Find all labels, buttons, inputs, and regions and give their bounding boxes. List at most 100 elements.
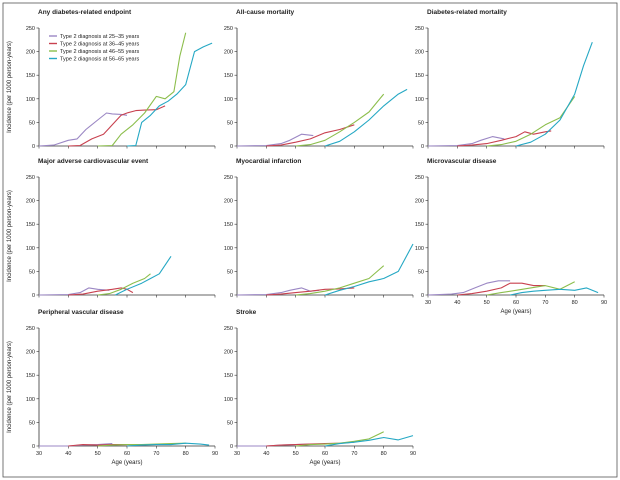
series-line-all-cause-mortality-2 (266, 124, 355, 147)
series-line-all-cause-mortality-3 (295, 93, 385, 147)
series-line-stroke-4 (324, 435, 414, 447)
y-tick-label-any-diabetes-related-endpoint-0: 0 (32, 144, 35, 150)
y-tick-label-major-adverse-cardiovascular-event-0: 0 (32, 293, 35, 299)
series-line-all-cause-mortality-4 (324, 88, 408, 147)
panel-title-microvascular-disease: Microvascular disease (427, 158, 497, 165)
x-tick-label-peripheral-vascular-disease-90: 90 (212, 451, 218, 457)
panel-title-peripheral-vascular-disease: Peripheral vascular disease (38, 309, 124, 316)
y-tick-label-major-adverse-cardiovascular-event-150: 150 (26, 222, 35, 228)
y-tick-label-all-cause-mortality-50: 50 (227, 120, 233, 126)
x-tick-label-microvascular-disease-50: 50 (484, 300, 490, 306)
panel-stroke: Stroke 0 50 100 150 200 250 30 40 50 60 70 80 90 Age (… (224, 309, 416, 466)
x-tick-label-microvascular-disease-80: 80 (572, 300, 578, 306)
series-line-diabetes-related-mortality-1 (427, 136, 505, 147)
legend-label-3: Type 2 diagnosis at 46–55 years (60, 49, 139, 55)
x-axis-label-stroke: Age (years) (309, 460, 340, 466)
panel-microvascular-disease: Microvascular disease 0 50 100 150 200 250 30 40… (415, 158, 607, 315)
x-tick-label-stroke-50: 50 (293, 451, 299, 457)
x-tick-label-microvascular-disease-40: 40 (454, 300, 460, 306)
series-line-any-diabetes-related-endpoint-2 (68, 105, 166, 147)
x-tick-label-stroke-60: 60 (322, 451, 328, 457)
y-tick-label-myocardial-infarction-50: 50 (227, 269, 233, 275)
legend-label-2: Type 2 diagnosis at 36–45 years (60, 42, 139, 48)
y-tick-label-myocardial-infarction-200: 200 (224, 199, 233, 205)
series-line-microvascular-disease-4 (509, 287, 599, 296)
series-line-major-adverse-cardiovascular-event-1 (38, 287, 110, 296)
y-tick-label-all-cause-mortality-100: 100 (224, 97, 233, 103)
y-tick-label-peripheral-vascular-disease-250: 250 (26, 326, 35, 332)
series-line-any-diabetes-related-endpoint-3 (97, 32, 187, 147)
legend-label-1: Type 2 diagnosis at 25–35 years (60, 34, 139, 40)
y-tick-label-microvascular-disease-100: 100 (415, 246, 424, 252)
series-line-myocardial-infarction-4 (324, 243, 414, 296)
y-tick-label-microvascular-disease-200: 200 (415, 199, 424, 205)
series-line-myocardial-infarction-3 (295, 265, 385, 296)
y-axis-label-major-adverse-cardiovascular-event: Incidence (per 1000 person-years) (7, 190, 13, 282)
y-tick-label-diabetes-related-mortality-0: 0 (421, 144, 424, 150)
x-tick-label-peripheral-vascular-disease-80: 80 (183, 451, 189, 457)
x-axis-label-peripheral-vascular-disease: Age (years) (111, 460, 142, 466)
y-tick-label-myocardial-infarction-100: 100 (224, 246, 233, 252)
y-tick-label-diabetes-related-mortality-150: 150 (415, 73, 424, 79)
y-tick-label-peripheral-vascular-disease-50: 50 (29, 420, 35, 426)
y-axis-label-any-diabetes-related-endpoint: Incidence (per 1000 person-years) (7, 41, 13, 133)
series-line-major-adverse-cardiovascular-event-4 (115, 255, 172, 296)
series-line-microvascular-disease-2 (457, 282, 546, 296)
y-tick-label-all-cause-mortality-200: 200 (224, 50, 233, 56)
y-tick-label-stroke-250: 250 (224, 326, 233, 332)
x-tick-label-stroke-90: 90 (410, 451, 416, 457)
y-tick-label-stroke-200: 200 (224, 350, 233, 356)
x-tick-label-peripheral-vascular-disease-60: 60 (124, 451, 130, 457)
y-tick-label-all-cause-mortality-250: 250 (224, 26, 233, 32)
y-tick-label-diabetes-related-mortality-50: 50 (418, 120, 424, 126)
y-tick-label-microvascular-disease-0: 0 (421, 293, 424, 299)
legend-label-4: Type 2 diagnosis at 56–65 years (60, 57, 139, 63)
x-tick-label-stroke-40: 40 (263, 451, 269, 457)
panel-title-myocardial-infarction: Myocardial infarction (236, 158, 301, 165)
y-tick-label-peripheral-vascular-disease-0: 0 (32, 444, 35, 450)
series-line-microvascular-disease-1 (427, 280, 511, 296)
panel-title-all-cause-mortality: All-cause mortality (236, 9, 295, 16)
y-tick-label-microvascular-disease-50: 50 (418, 269, 424, 275)
series-line-any-diabetes-related-endpoint-1 (38, 112, 128, 147)
x-tick-label-microvascular-disease-70: 70 (542, 300, 548, 306)
y-tick-label-myocardial-infarction-250: 250 (224, 175, 233, 181)
series-line-diabetes-related-mortality-4 (515, 42, 593, 147)
y-tick-label-stroke-50: 50 (227, 420, 233, 426)
y-tick-label-diabetes-related-mortality-250: 250 (415, 26, 424, 32)
y-tick-label-stroke-100: 100 (224, 397, 233, 403)
panel-title-major-adverse-cardiovascular-event: Major adverse cardiovascular event (38, 158, 149, 165)
y-tick-label-myocardial-infarction-0: 0 (230, 293, 233, 299)
series-line-any-diabetes-related-endpoint-4 (126, 42, 213, 147)
y-tick-label-stroke-0: 0 (230, 444, 233, 450)
y-tick-label-any-diabetes-related-endpoint-200: 200 (26, 50, 35, 56)
y-tick-label-major-adverse-cardiovascular-event-200: 200 (26, 199, 35, 205)
panel-title-diabetes-related-mortality: Diabetes-related mortality (427, 9, 507, 16)
y-tick-label-any-diabetes-related-endpoint-150: 150 (26, 73, 35, 79)
x-tick-label-microvascular-disease-30: 30 (425, 300, 431, 306)
legend: Type 2 diagnosis at 25–35 years Type 2 di… (49, 34, 139, 63)
y-tick-label-microvascular-disease-250: 250 (415, 175, 424, 181)
x-tick-label-microvascular-disease-90: 90 (601, 300, 607, 306)
series-line-major-adverse-cardiovascular-event-3 (97, 273, 151, 296)
y-tick-label-major-adverse-cardiovascular-event-250: 250 (26, 175, 35, 181)
panel-diabetes-related-mortality: Diabetes-related mortality 0 50 100 150 200 25… (415, 9, 605, 150)
panel-title-any-diabetes-related-endpoint: Any diabetes-related endpoint (38, 9, 132, 16)
y-axis-label-peripheral-vascular-disease: Incidence (per 1000 person-years) (7, 341, 13, 433)
y-tick-label-all-cause-mortality-0: 0 (230, 144, 233, 150)
panel-any-diabetes-related-endpoint: Any diabetes-related endpoint 0 50 100 150 20… (7, 9, 216, 150)
y-tick-label-major-adverse-cardiovascular-event-100: 100 (26, 246, 35, 252)
panel-major-adverse-cardiovascular-event: Major adverse cardiovascular event 0 50 100… (7, 158, 216, 299)
y-tick-label-peripheral-vascular-disease-200: 200 (26, 350, 35, 356)
series-line-all-cause-mortality-1 (236, 133, 314, 147)
panel-all-cause-mortality: All-cause mortality 0 50 100 150 200 250 (224, 9, 414, 150)
y-tick-label-any-diabetes-related-endpoint-250: 250 (26, 26, 35, 32)
x-tick-label-stroke-80: 80 (381, 451, 387, 457)
y-tick-label-peripheral-vascular-disease-100: 100 (26, 397, 35, 403)
x-tick-label-microvascular-disease-60: 60 (513, 300, 519, 306)
y-tick-label-diabetes-related-mortality-200: 200 (415, 50, 424, 56)
panel-peripheral-vascular-disease: Peripheral vascular disease 0 50 100 150 200 2… (7, 309, 218, 466)
y-tick-label-myocardial-infarction-150: 150 (224, 222, 233, 228)
